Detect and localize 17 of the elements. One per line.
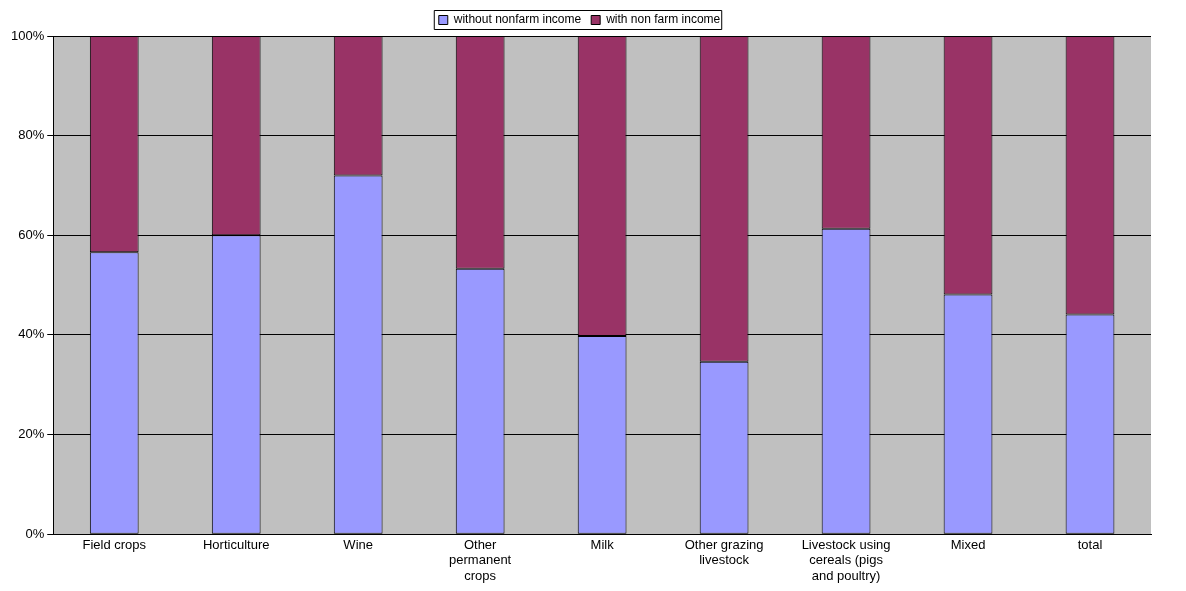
x-tick-label: Milk (590, 536, 615, 552)
y-tick-label: 0% (25, 525, 45, 541)
legend-label: without nonfarm income (452, 12, 582, 27)
y-tick-label: 80% (18, 127, 45, 143)
x-tick-label: Horticulture (202, 536, 270, 552)
x-tick-label: Other permanent crops (449, 536, 512, 583)
y-tick-label: 60% (18, 226, 45, 242)
x-tick-label: Mixed (950, 536, 986, 552)
x-tick-label: Livestock using cereals (pigs and poultry) (801, 536, 891, 583)
y-tick-label: 100% (11, 27, 45, 43)
x-tick-label: Wine (343, 536, 373, 552)
legend-label: with non farm income (605, 12, 721, 27)
y-tick-label: 20% (18, 426, 45, 442)
x-tick-label: total (1077, 536, 1103, 552)
x-tick-label: Field crops (82, 536, 147, 552)
x-tick-label: Other grazing livestock (684, 536, 764, 568)
y-tick-label: 40% (18, 326, 45, 342)
